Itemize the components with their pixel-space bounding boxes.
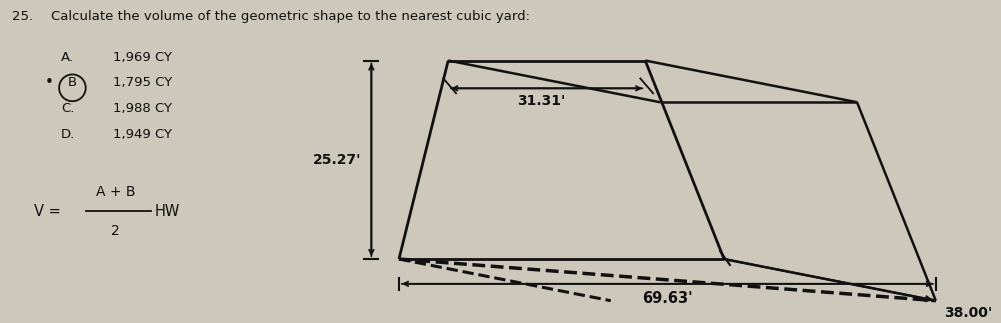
Text: 38.00': 38.00' [944, 306, 992, 320]
Text: C.: C. [61, 102, 74, 115]
Text: 1,988 CY: 1,988 CY [113, 102, 172, 115]
Text: 2: 2 [111, 224, 120, 238]
Text: A + B: A + B [95, 185, 135, 199]
Text: 25.: 25. [12, 10, 33, 23]
Text: D.: D. [61, 128, 75, 141]
Text: B: B [68, 77, 77, 89]
Text: V =: V = [34, 204, 61, 219]
Text: 25.27': 25.27' [313, 153, 361, 167]
Text: Calculate the volume of the geometric shape to the nearest cubic yard:: Calculate the volume of the geometric sh… [51, 10, 531, 23]
Text: 1,969 CY: 1,969 CY [113, 51, 172, 64]
Text: 1,949 CY: 1,949 CY [113, 128, 172, 141]
Text: HW: HW [155, 204, 180, 219]
Text: 31.31': 31.31' [518, 94, 566, 108]
Text: •: • [44, 76, 53, 90]
Text: 69.63': 69.63' [642, 291, 693, 306]
Text: 1,795 CY: 1,795 CY [113, 77, 172, 89]
Text: A.: A. [61, 51, 74, 64]
